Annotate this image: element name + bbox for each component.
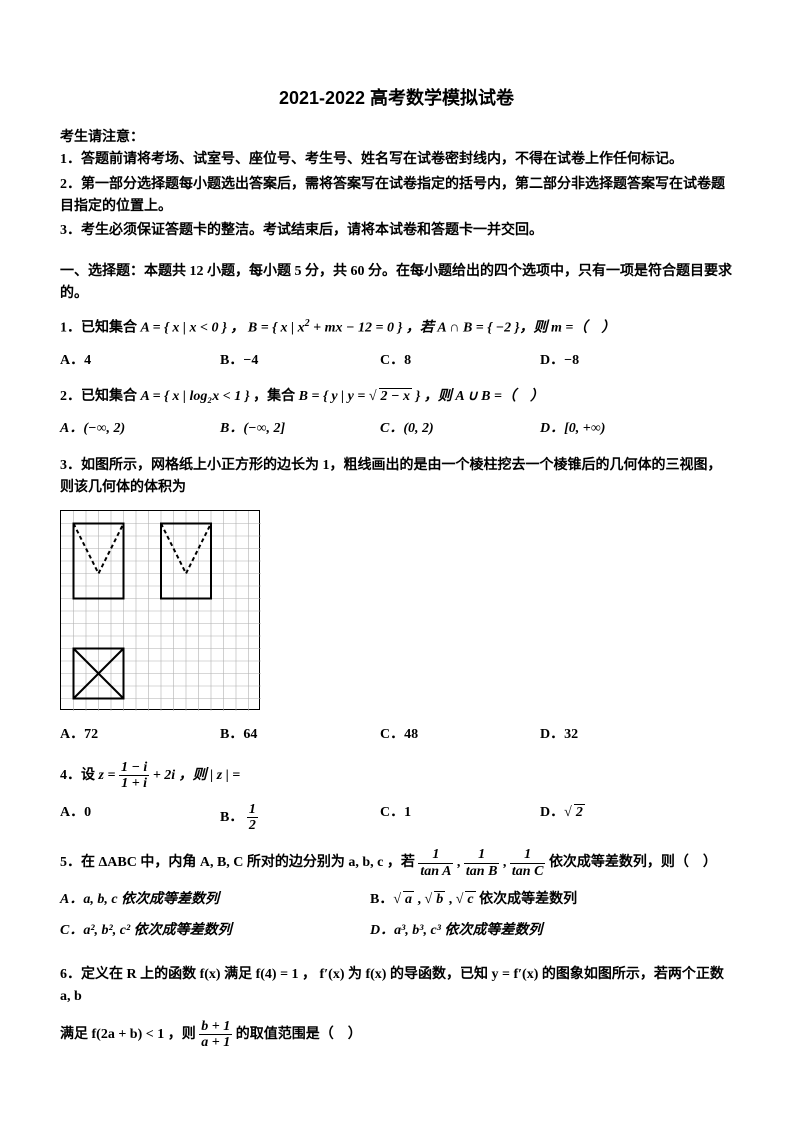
q1-setA: A = { x | x < 0 } <box>141 320 227 335</box>
q5-frac1: 1tan A <box>418 847 453 879</box>
q4-frac: 1 − i 1 + i <box>119 760 149 792</box>
q5-f3n: 1 <box>510 847 546 863</box>
q5-mid1: , <box>457 856 464 871</box>
q4-zleft: z = <box>99 768 119 783</box>
q3-opt-C: C．48 <box>380 724 540 746</box>
q5-opt-B: B．a , b , c 依次成等差数列 <box>370 889 680 911</box>
q4-optD-sqrt-icon <box>564 805 572 820</box>
q5-tail: 依次成等差数列，则（ ） <box>549 856 717 871</box>
q4-optB-den: 2 <box>247 818 258 833</box>
q2-sqrt-arg: 2 − x <box>379 388 412 404</box>
q5-optB-sa: a <box>403 891 414 907</box>
q6-line2-suffix: 的取值范围是（ ） <box>236 1027 362 1042</box>
q3-opt-D: D．32 <box>540 724 700 746</box>
q5-optB-prefix: B． <box>370 892 393 907</box>
q4-optD-prefix: D． <box>540 805 564 820</box>
q5-opt-A: A．a, b, c 依次成等差数列 <box>60 889 370 911</box>
q4-optD-sqrt: 2 <box>574 804 585 820</box>
q2-opt-D: D．[0, +∞) <box>540 418 700 440</box>
q5-f2d: tan B <box>464 864 500 879</box>
q5-prefix: 5．在 ΔABC 中，内角 A, B, C 所对的边分别为 a, b, c ，若 <box>60 856 418 871</box>
q2-opt-B: B．(−∞, 2] <box>220 418 380 440</box>
q5-frac2: 1tan B <box>464 847 500 879</box>
question-6-line2: 满足 f(2a + b) < 1 ，则 b + 1 a + 1 的取值范围是（ … <box>60 1019 733 1051</box>
q4-options: A．0 B． 1 2 C．1 D． 2 <box>60 802 733 834</box>
q6-frac-num: b + 1 <box>199 1019 232 1035</box>
q5-optB-sb: b <box>434 891 445 907</box>
q5-optB-s3-icon <box>456 892 464 907</box>
question-4: 4．设 z = 1 − i 1 + i + 2i ，则 | z | = <box>60 760 733 792</box>
q5-opt-D: D．a³, b³, c³ 依次成等差数列 <box>370 920 680 942</box>
question-5: 5．在 ΔABC 中，内角 A, B, C 所对的边分别为 a, b, c ，若… <box>60 847 733 879</box>
notice-item-3: 3．考生必须保证答题卡的整洁。考试结束后，请将本试卷和答题卡一并交回。 <box>60 220 733 242</box>
q6-line2-prefix: 满足 f(2a + b) < 1 ，则 <box>60 1027 199 1042</box>
q2-setA: A = { x | log₂x < 1 } <box>141 389 250 404</box>
notice-item-2: 2．第一部分选择题每小题选出答案后，需将答案写在试卷指定的括号内，第二部分非选择… <box>60 174 733 219</box>
page-title: 2021-2022 高考数学模拟试卷 <box>60 84 733 113</box>
section-1-heading: 一、选择题：本题共 12 小题，每小题 5 分，共 60 分。在每小题给出的四个… <box>60 261 733 306</box>
q4-opt-C: C．1 <box>380 802 540 834</box>
three-view-figure <box>60 510 260 710</box>
q4-opt-D: D． 2 <box>540 802 700 834</box>
question-1: 1．已知集合 A = { x | x < 0 } ， B = { x | x2 … <box>60 316 733 340</box>
q1-setB-prefix: ， B = { x | x <box>230 320 304 335</box>
q5-f2n: 1 <box>464 847 500 863</box>
q4-frac-den: 1 + i <box>119 776 149 791</box>
q1-prefix: 1．已知集合 <box>60 320 141 335</box>
q2-opt-A: A．(−∞, 2) <box>60 418 220 440</box>
q5-optB-s1-icon <box>393 892 401 907</box>
q2-opt-C: C．(0, 2) <box>380 418 540 440</box>
q5-mid2: , <box>503 856 510 871</box>
q5-f1d: tan A <box>418 864 453 879</box>
notice-item-1: 1．答题前请将考场、试室号、座位号、考生号、姓名写在试卷密封线内，不得在试卷上作… <box>60 149 733 171</box>
notice-heading: 考生请注意： <box>60 127 733 149</box>
q3-opt-B: B．64 <box>220 724 380 746</box>
q1-setB-mid: + mx − 12 = 0 } <box>310 320 403 335</box>
q1-opt-A: A．4 <box>60 350 220 372</box>
q3-opt-A: A．72 <box>60 724 220 746</box>
three-view-svg <box>61 511 261 711</box>
q1-opt-D: D．−8 <box>540 350 700 372</box>
q6-frac: b + 1 a + 1 <box>199 1019 232 1051</box>
q3-options: A．72 B．64 C．48 D．32 <box>60 724 733 746</box>
question-3: 3．如图所示，网格纸上小正方形的边长为 1，粗线画出的是由一个棱柱挖去一个棱锥后… <box>60 455 733 500</box>
q4-optB-prefix: B． <box>220 810 243 825</box>
q4-prefix: 4．设 <box>60 768 99 783</box>
q1-cond: ，若 A ∩ B = { −2 }，则 m =（ ） <box>406 320 616 335</box>
q1-opt-B: B．−4 <box>220 350 380 372</box>
q2-sqrt-icon <box>369 389 377 404</box>
q2-options: A．(−∞, 2) B．(−∞, 2] C．(0, 2) D．[0, +∞) <box>60 418 733 440</box>
q5-f3d: tan C <box>510 864 546 879</box>
q5-optB-s2-icon <box>425 892 433 907</box>
question-2: 2．已知集合 A = { x | log₂x < 1 } ，集合 B = { y… <box>60 386 733 408</box>
q6-frac-den: a + 1 <box>199 1035 232 1050</box>
q2-mid1: ，集合 <box>253 389 299 404</box>
q5-frac3: 1tan C <box>510 847 546 879</box>
q2-tail: ，则 A ∪ B =（ ） <box>424 389 544 404</box>
q4-frac-num: 1 − i <box>119 760 149 776</box>
q2-prefix: 2．已知集合 <box>60 389 141 404</box>
q5-options: A．a, b, c 依次成等差数列 B．a , b , c 依次成等差数列 C．… <box>60 889 733 950</box>
q4-opt-B: B． 1 2 <box>220 802 380 834</box>
q5-f1n: 1 <box>418 847 453 863</box>
q2-setB-prefix: B = { y | y = <box>299 389 369 404</box>
q5-optB-suffix: 依次成等差数列 <box>476 892 578 907</box>
q4-mid: + 2i ，则 | z | = <box>153 768 240 783</box>
q4-optB-num: 1 <box>247 802 258 818</box>
q4-opt-A: A．0 <box>60 802 220 834</box>
q2-setB-suffix: } <box>412 389 420 404</box>
question-6-line1: 6．定义在 R 上的函数 f(x) 满足 f(4) = 1 ， f′(x) 为 … <box>60 964 733 1009</box>
q1-options: A．4 B．−4 C．8 D．−8 <box>60 350 733 372</box>
q5-opt-C: C．a², b², c² 依次成等差数列 <box>60 920 370 942</box>
q1-opt-C: C．8 <box>380 350 540 372</box>
q4-optB-frac: 1 2 <box>247 802 258 834</box>
q5-optB-sc: c <box>465 891 475 907</box>
